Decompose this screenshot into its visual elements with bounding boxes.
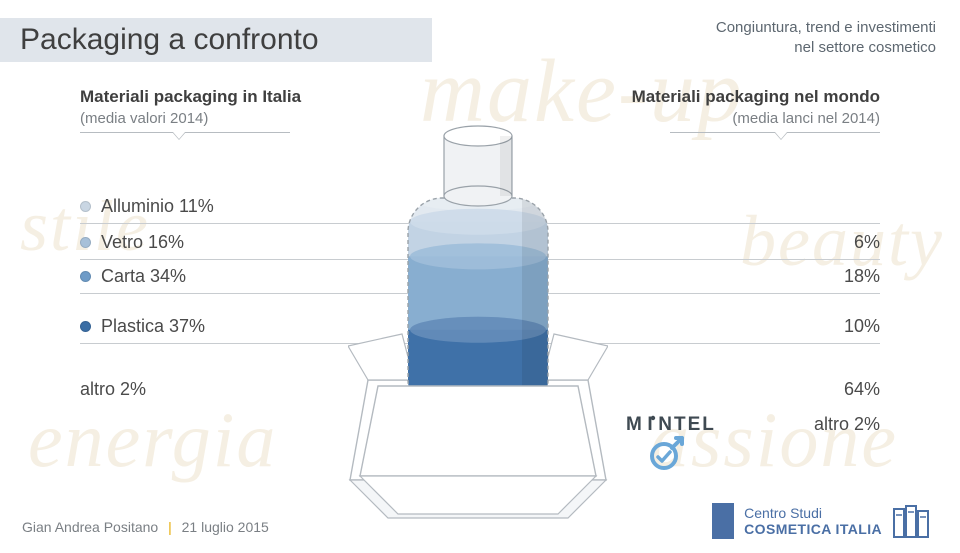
caption-right-title: Materiali packaging nel mondo: [632, 86, 880, 109]
footer-date: 21 luglio 2015: [182, 519, 269, 535]
caption-left: Materiali packaging in Italia (media val…: [80, 86, 301, 129]
row-right-label: 64%: [844, 379, 880, 400]
logo-line2: COSMETICA ITALIA: [744, 521, 882, 537]
footer: Gian Andrea Positano | 21 luglio 2015: [22, 519, 269, 535]
caption-right-sub: (media lanci nel 2014): [632, 109, 880, 129]
row-left-label: altro 2%: [80, 379, 146, 400]
mintel-logo: M I NTEL: [620, 412, 730, 483]
mintel-text: M I NTEL: [626, 414, 716, 435]
bottle-diagram: [348, 120, 608, 520]
footer-author: Gian Andrea Positano: [22, 519, 158, 535]
row-left-label: Alluminio 11%: [101, 196, 214, 217]
caption-right: Materiali packaging nel mondo (media lan…: [632, 86, 880, 129]
caption-left-title: Materiali packaging in Italia: [80, 86, 301, 109]
caption-notch-left: [172, 132, 186, 140]
legend-dot: [80, 321, 91, 332]
caption-notch-right: [774, 132, 788, 140]
caption-left-sub: (media valori 2014): [80, 109, 301, 129]
legend-dot: [80, 201, 91, 212]
page-title: Packaging a confronto: [20, 23, 319, 57]
subtitle: Congiuntura, trend e investimenti nel se…: [716, 18, 936, 57]
footer-divider: |: [168, 519, 172, 535]
row-right-label: 10%: [844, 316, 880, 337]
legend-dot: [80, 237, 91, 248]
row-left-label: Vetro 16%: [101, 232, 184, 253]
legend-dot: [80, 271, 91, 282]
brand-logo: Centro Studi COSMETICA ITALIA: [712, 503, 938, 539]
row-right-label: 18%: [844, 266, 880, 287]
title-banner: Packaging a confronto: [0, 18, 432, 62]
subtitle-line1: Congiuntura, trend e investimenti: [716, 18, 936, 38]
row-right-label: 6%: [854, 232, 880, 253]
logo-line1: Centro Studi: [744, 505, 882, 521]
row-left-label: Carta 34%: [101, 266, 186, 287]
subtitle-line2: nel settore cosmetico: [716, 38, 936, 58]
books-icon: [892, 503, 938, 539]
row-left-label: Plastica 37%: [101, 316, 205, 337]
